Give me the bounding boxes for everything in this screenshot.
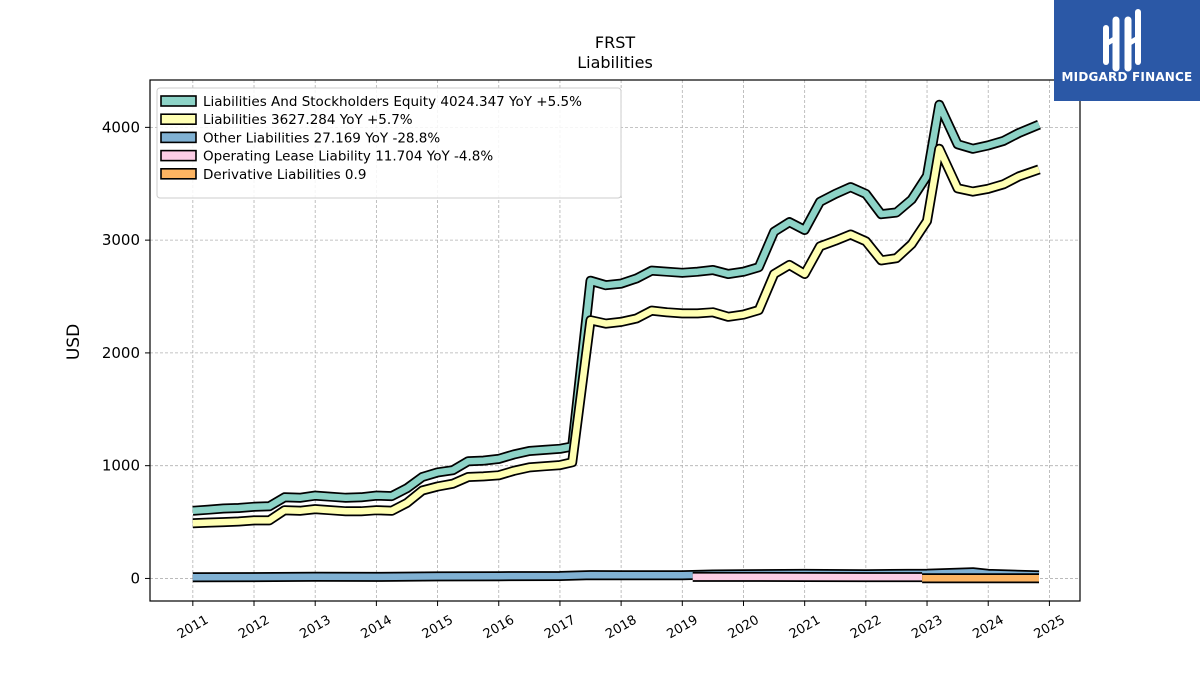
y-tick-label: 2000 xyxy=(102,344,140,362)
x-tick-label: 2016 xyxy=(481,613,517,643)
brand-logo: MIDGARD FINANCE xyxy=(1054,0,1200,101)
chart-title: FRST xyxy=(595,33,635,52)
x-tick-label: 2011 xyxy=(175,613,211,643)
legend-label: Other Liabilities 27.169 YoY -28.8% xyxy=(203,130,440,146)
legend-label: Derivative Liabilities 0.9 xyxy=(203,167,366,183)
legend-swatch xyxy=(160,149,197,162)
brand-name: MIDGARD FINANCE xyxy=(1061,70,1193,84)
legend: Liabilities And Stockholders Equity 4024… xyxy=(156,87,622,199)
y-tick-label: 0 xyxy=(130,569,140,587)
x-tick-label: 2013 xyxy=(297,613,333,643)
series-line-0 xyxy=(192,101,1041,515)
x-tick-label: 2024 xyxy=(970,613,1006,643)
legend-label: Liabilities 3627.284 YoY +5.7% xyxy=(203,112,413,128)
x-tick-label: 2025 xyxy=(1032,613,1068,643)
y-tick-label: 1000 xyxy=(102,457,140,475)
legend-label: Liabilities And Stockholders Equity 4024… xyxy=(203,94,582,110)
logo-mark-icon xyxy=(1103,9,1141,72)
x-tick-label: 2019 xyxy=(664,613,700,643)
x-tick-label: 2022 xyxy=(848,613,884,643)
x-tick-label: 2014 xyxy=(359,613,395,643)
legend-swatch xyxy=(160,113,197,125)
legend-swatch xyxy=(160,95,197,107)
legend-swatch xyxy=(160,131,197,144)
legend-swatch xyxy=(160,168,197,180)
legend-label: Operating Lease Liability 11.704 YoY -4.… xyxy=(203,149,493,165)
x-tick-label: 2015 xyxy=(420,613,456,643)
chart-subtitle: Liabilities xyxy=(577,53,653,72)
axes-frame xyxy=(149,79,1081,602)
x-tick-label: 2012 xyxy=(236,613,272,643)
x-tick-label: 2020 xyxy=(726,613,762,643)
y-tick-label: 3000 xyxy=(102,231,140,249)
y-tick-label: 4000 xyxy=(102,118,140,136)
x-tick-label: 2018 xyxy=(603,613,639,643)
series-line-1 xyxy=(192,145,1041,527)
legend-box xyxy=(156,87,622,199)
x-tick-label: 2017 xyxy=(542,613,578,643)
x-tick-label: 2023 xyxy=(909,613,945,643)
y-axis-label: USD xyxy=(64,324,84,360)
x-tick-label: 2021 xyxy=(787,613,823,643)
